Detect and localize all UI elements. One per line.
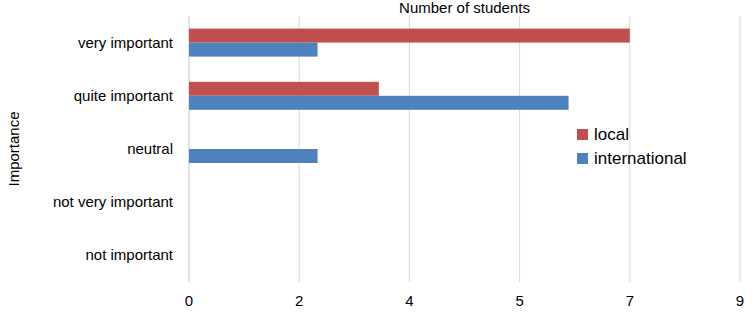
- category-label: quite important: [74, 87, 174, 104]
- legend-swatch: [577, 129, 588, 140]
- category-label: very important: [78, 34, 174, 51]
- bar: [189, 241, 190, 255]
- chart-container: 0 2 4 5 7 9 very important quite important neutr…: [0, 0, 756, 327]
- bar: [189, 43, 318, 57]
- tick-label: 0: [185, 292, 193, 309]
- legend-label: international: [594, 149, 687, 168]
- grid-line: [409, 16, 410, 282]
- tick-label: 9: [736, 292, 744, 309]
- grid: [189, 16, 740, 282]
- category-labels: very important quite important neutral not …: [53, 34, 174, 264]
- x-ticks: 0 2 4 5 7 9: [185, 292, 744, 309]
- bar: [189, 188, 190, 202]
- bar: [189, 255, 190, 269]
- grid-line: [519, 16, 520, 282]
- bar: [189, 149, 318, 163]
- grid-line: [740, 16, 741, 282]
- category-label: neutral: [127, 140, 173, 157]
- chart-svg: 0 2 4 5 7 9 very important quite important neutr…: [0, 0, 756, 327]
- tick-label: 2: [295, 292, 303, 309]
- bar: [189, 202, 190, 216]
- bar: [189, 135, 190, 149]
- x-axis-title: Number of students: [399, 0, 530, 16]
- category-label: not important: [85, 246, 173, 263]
- legend-swatch: [577, 153, 588, 164]
- bar: [189, 82, 379, 96]
- bars: [189, 29, 630, 163]
- tick-label: 4: [405, 292, 413, 309]
- bar: [189, 29, 630, 43]
- bar: [189, 96, 569, 110]
- y-axis-title: Importance: [5, 111, 22, 186]
- legend: local international: [577, 125, 687, 168]
- category-label: not very important: [53, 193, 174, 210]
- legend-label: local: [594, 125, 629, 144]
- tick-label: 5: [515, 292, 523, 309]
- tick-label: 7: [626, 292, 634, 309]
